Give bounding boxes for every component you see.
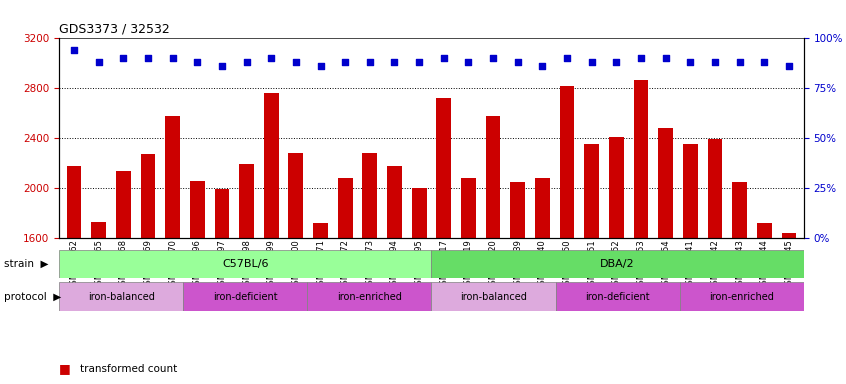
Point bbox=[486, 55, 500, 61]
Point bbox=[659, 55, 673, 61]
Bar bbox=[412, 188, 426, 384]
Bar bbox=[338, 178, 353, 384]
Point bbox=[117, 55, 130, 61]
Bar bbox=[140, 154, 156, 384]
Point bbox=[585, 59, 598, 65]
Bar bbox=[116, 170, 131, 384]
Point bbox=[387, 59, 401, 65]
Text: iron-balanced: iron-balanced bbox=[88, 291, 155, 302]
Text: transformed count: transformed count bbox=[80, 364, 178, 374]
Bar bbox=[658, 128, 673, 384]
Point bbox=[190, 59, 204, 65]
Point bbox=[239, 59, 253, 65]
Point bbox=[783, 63, 796, 70]
Text: iron-balanced: iron-balanced bbox=[460, 291, 527, 302]
Bar bbox=[486, 116, 501, 384]
Bar bbox=[782, 233, 796, 384]
Bar bbox=[609, 137, 624, 384]
Point bbox=[560, 55, 574, 61]
FancyBboxPatch shape bbox=[184, 282, 307, 311]
Text: C57BL/6: C57BL/6 bbox=[222, 259, 268, 269]
Bar bbox=[239, 164, 254, 384]
FancyBboxPatch shape bbox=[556, 282, 679, 311]
Point bbox=[92, 59, 106, 65]
Bar bbox=[362, 153, 377, 384]
Point bbox=[289, 59, 303, 65]
FancyBboxPatch shape bbox=[307, 282, 431, 311]
Text: ■: ■ bbox=[59, 362, 71, 375]
Point bbox=[141, 55, 155, 61]
Bar bbox=[707, 139, 722, 384]
Point bbox=[437, 55, 451, 61]
Point bbox=[610, 59, 624, 65]
Bar bbox=[585, 144, 599, 384]
Text: iron-deficient: iron-deficient bbox=[585, 291, 650, 302]
Text: strain  ▶: strain ▶ bbox=[4, 259, 49, 269]
Bar bbox=[387, 166, 402, 384]
Point bbox=[67, 47, 80, 53]
Text: iron-enriched: iron-enriched bbox=[709, 291, 774, 302]
Bar bbox=[560, 86, 574, 384]
Point bbox=[166, 55, 179, 61]
Bar bbox=[732, 182, 747, 384]
Bar bbox=[757, 223, 772, 384]
Bar bbox=[535, 178, 550, 384]
Point bbox=[733, 59, 746, 65]
Point bbox=[314, 63, 327, 70]
Bar bbox=[461, 178, 475, 384]
Bar bbox=[634, 79, 648, 384]
Bar bbox=[313, 223, 328, 384]
Bar bbox=[264, 93, 278, 384]
Bar bbox=[510, 182, 525, 384]
Bar bbox=[215, 189, 229, 384]
Bar bbox=[437, 98, 451, 384]
Point bbox=[363, 59, 376, 65]
Text: iron-deficient: iron-deficient bbox=[213, 291, 277, 302]
Point bbox=[634, 55, 648, 61]
FancyBboxPatch shape bbox=[431, 282, 556, 311]
FancyBboxPatch shape bbox=[59, 282, 184, 311]
Point bbox=[462, 59, 475, 65]
Point bbox=[708, 59, 722, 65]
FancyBboxPatch shape bbox=[59, 250, 431, 278]
Bar bbox=[165, 116, 180, 384]
Bar bbox=[683, 144, 698, 384]
Point bbox=[265, 55, 278, 61]
Text: DBA/2: DBA/2 bbox=[601, 259, 634, 269]
Point bbox=[412, 59, 426, 65]
Bar bbox=[288, 153, 303, 384]
Point bbox=[511, 59, 525, 65]
Point bbox=[684, 59, 697, 65]
Text: GDS3373 / 32532: GDS3373 / 32532 bbox=[59, 23, 170, 36]
Bar bbox=[67, 166, 81, 384]
Point bbox=[757, 59, 771, 65]
Bar bbox=[190, 180, 205, 384]
Text: iron-enriched: iron-enriched bbox=[337, 291, 402, 302]
Point bbox=[338, 59, 352, 65]
Text: protocol  ▶: protocol ▶ bbox=[4, 291, 62, 302]
FancyBboxPatch shape bbox=[679, 282, 804, 311]
Point bbox=[215, 63, 228, 70]
Point bbox=[536, 63, 549, 70]
FancyBboxPatch shape bbox=[431, 250, 804, 278]
Bar bbox=[91, 222, 106, 384]
